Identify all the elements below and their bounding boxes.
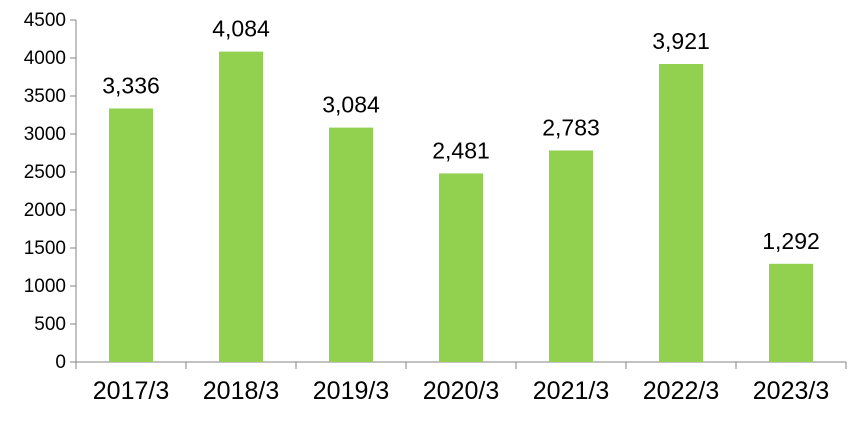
data-label: 3,921: [652, 28, 710, 54]
y-tick-label: 4000: [24, 48, 66, 69]
y-tick-label: 3500: [24, 86, 66, 107]
y-tick-label: 0: [55, 352, 66, 373]
y-tick-label: 500: [34, 314, 66, 335]
y-tick-label: 3000: [24, 124, 66, 145]
bar: [329, 127, 373, 362]
data-label: 3,336: [102, 72, 160, 98]
y-tick-label: 1000: [24, 276, 66, 297]
y-tick-label: 2500: [24, 162, 66, 183]
data-label: 2,783: [542, 114, 600, 140]
y-tick-label: 4500: [24, 10, 66, 31]
x-tick-label: 2019/3: [313, 377, 389, 405]
data-label: 4,084: [212, 16, 270, 42]
y-axis: 0 500 1000 1500 2000 2500 3000 3500 4000 4500: [24, 10, 77, 373]
data-label: 2,481: [432, 137, 490, 163]
data-label: 1,292: [762, 228, 820, 254]
data-labels: 3,336 4,084 3,084 2,481 2,783 3,921 1,292: [102, 16, 820, 254]
y-tick-label: 2000: [24, 200, 66, 221]
bar: [109, 108, 153, 363]
x-tick-label: 2021/3: [533, 377, 609, 405]
bar: [659, 64, 703, 362]
x-tick-label: 2018/3: [203, 377, 279, 405]
data-label: 3,084: [322, 92, 380, 118]
bar: [439, 173, 483, 362]
bar: [769, 263, 813, 362]
bar: [219, 51, 263, 363]
x-tick-label: 2017/3: [93, 377, 169, 405]
bars: [109, 51, 813, 363]
x-tick-label: 2022/3: [643, 377, 719, 405]
x-axis: 2017/3 2018/3 2019/3 2020/3 2021/3 2022/3 2023…: [75, 361, 847, 405]
x-tick-label: 2023/3: [753, 377, 829, 405]
x-tick-label: 2020/3: [423, 377, 499, 405]
bar: [549, 150, 593, 362]
y-tick-label: 1500: [24, 238, 66, 259]
